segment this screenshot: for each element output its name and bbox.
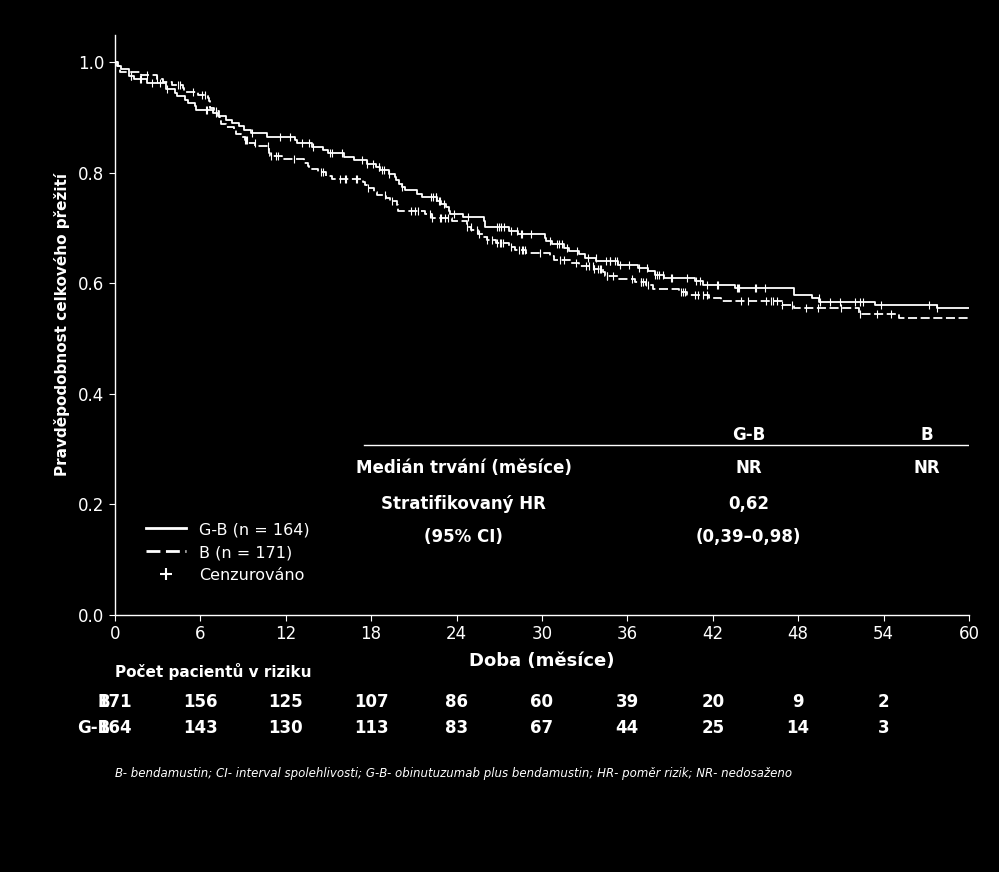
Y-axis label: Pravděpodobnost celkového přežití: Pravděpodobnost celkového přežití bbox=[54, 174, 70, 476]
Text: B- bendamustin; CI- interval spolehlivosti; G-B- obinutuzumab plus bendamustin; : B- bendamustin; CI- interval spolehlivos… bbox=[115, 767, 792, 780]
Text: 14: 14 bbox=[786, 719, 810, 737]
Text: 20: 20 bbox=[701, 693, 724, 711]
Text: 44: 44 bbox=[615, 719, 639, 737]
Text: Medián trvání (měsíce): Medián trvání (měsíce) bbox=[356, 460, 571, 477]
X-axis label: Doba (měsíce): Doba (měsíce) bbox=[470, 651, 614, 670]
Text: G-B: G-B bbox=[77, 719, 110, 737]
Text: 164: 164 bbox=[98, 719, 132, 737]
Text: 143: 143 bbox=[183, 719, 218, 737]
Text: 67: 67 bbox=[530, 719, 553, 737]
Text: 83: 83 bbox=[445, 719, 469, 737]
Legend: G-B (n = 164), B (n = 171), Cenzurováno: G-B (n = 164), B (n = 171), Cenzurováno bbox=[140, 515, 316, 589]
Text: 156: 156 bbox=[183, 693, 218, 711]
Text: 171: 171 bbox=[98, 693, 132, 711]
Text: 86: 86 bbox=[445, 693, 469, 711]
Text: (0,39–0,98): (0,39–0,98) bbox=[695, 528, 801, 547]
Text: 130: 130 bbox=[269, 719, 303, 737]
Text: G-B: G-B bbox=[731, 426, 765, 444]
Text: NR: NR bbox=[913, 460, 940, 477]
Text: (95% CI): (95% CI) bbox=[425, 528, 503, 547]
Text: Počet pacientů v riziku: Počet pacientů v riziku bbox=[115, 663, 312, 679]
Text: B: B bbox=[920, 426, 933, 444]
Text: NR: NR bbox=[735, 460, 761, 477]
Text: B: B bbox=[97, 693, 110, 711]
Text: 9: 9 bbox=[792, 693, 804, 711]
Text: Stratifikovaný HR: Stratifikovaný HR bbox=[382, 495, 546, 514]
Text: 107: 107 bbox=[354, 693, 389, 711]
Text: 125: 125 bbox=[269, 693, 303, 711]
Text: 39: 39 bbox=[615, 693, 639, 711]
Text: 3: 3 bbox=[878, 719, 889, 737]
Text: 113: 113 bbox=[354, 719, 389, 737]
Text: 2: 2 bbox=[878, 693, 889, 711]
Text: 60: 60 bbox=[530, 693, 553, 711]
Text: 25: 25 bbox=[701, 719, 724, 737]
Text: 0,62: 0,62 bbox=[728, 495, 769, 514]
